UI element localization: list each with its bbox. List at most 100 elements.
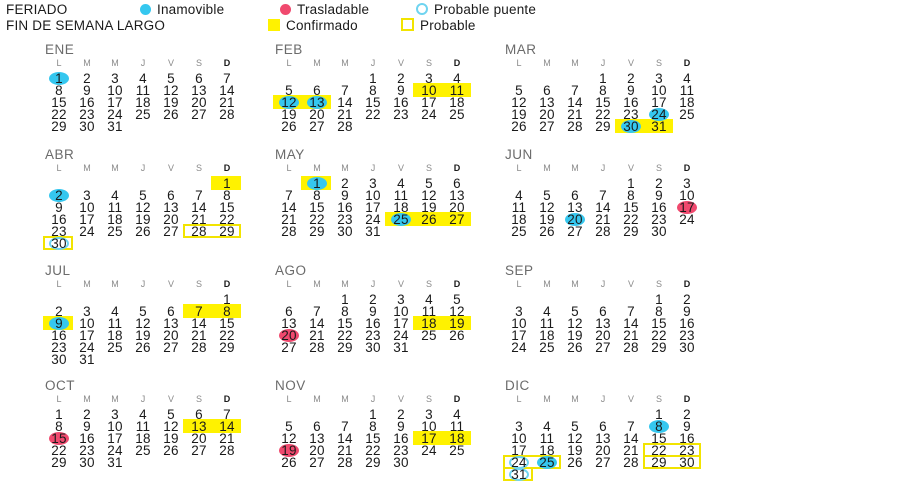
day-cell: 17 [365,200,381,215]
day-cell: 25 [107,224,123,239]
day-cell: 16 [679,316,695,331]
holiday-probable-puente-marker [509,468,529,481]
holiday-inamovible-marker [621,120,641,133]
day-cell: 2 [83,71,91,86]
day-cell: 15 [365,431,381,446]
weekday-header: L [286,163,292,173]
day-cell: 12 [567,316,583,331]
day-cell: 12 [421,188,437,203]
day-cell: 23 [623,107,639,122]
day-cell: 3 [83,188,91,203]
legend-confirmado: Confirmado [268,17,358,35]
day-cell: 16 [679,431,695,446]
weekday-header: D [683,58,691,68]
day-cell: 5 [571,304,579,319]
month-may: MAY L M M J V S D 1 2 3 4 5 6 7 8 9 10 11 12 13 14 15 16 17 18 19 2… [275,147,475,257]
weekday-header: D [223,58,231,68]
day-cell: 7 [341,419,349,434]
month-mar: MAR L M M J V S D 1 2 3 4 5 6 7 8 9 10 11 12 13 14 15 16 17 18 19 2… [505,42,705,152]
day-cell: 4 [683,71,691,86]
day-cell: 9 [55,200,63,215]
day-cell: 21 [595,212,611,227]
day-cell: 17 [511,328,527,343]
month-title: JUN [505,147,533,162]
day-cell: 10 [511,431,527,446]
day-cell: 3 [83,304,91,319]
day-cell: 12 [511,95,527,110]
weekday-header: S [655,58,662,68]
legend-trasladable: Trasladable [280,1,369,19]
day-cell: 6 [543,83,551,98]
day-cell: 25 [135,107,151,122]
day-cell: 27 [595,455,611,470]
day-cell: 10 [511,316,527,331]
day-cell: 15 [337,316,353,331]
day-cell: 8 [223,304,231,319]
trasladable-dot-icon [280,4,291,15]
day-cell: 22 [337,328,353,343]
day-cell: 21 [219,95,235,110]
day-cell: 18 [135,431,151,446]
day-cell: 1 [369,71,377,86]
day-cell: 6 [195,71,203,86]
weekday-header: V [167,58,174,68]
day-cell: 13 [449,188,465,203]
day-cell: 19 [135,328,151,343]
weekday-header: V [627,394,634,404]
day-cell: 1 [223,176,231,191]
day-cell: 24 [679,212,695,227]
day-cell: 11 [449,419,465,434]
weekday-header: J [600,163,606,173]
day-cell: 14 [337,95,353,110]
weekday-header: V [397,394,404,404]
weekday-header: M [341,58,349,68]
weekday-header: S [655,163,662,173]
day-cell: 18 [511,212,527,227]
day-cell: 28 [191,224,207,239]
day-cell: 29 [337,340,353,355]
day-cell: 18 [449,431,465,446]
weekday-header: M [543,163,551,173]
day-cell: 17 [679,200,695,215]
day-cell: 24 [421,107,437,122]
weekday-header: J [370,58,376,68]
day-cell: 4 [111,188,119,203]
day-cell: 22 [219,212,235,227]
day-cell: 12 [135,200,151,215]
day-cell: 25 [449,107,465,122]
day-cell: 1 [55,407,63,422]
day-cell: 21 [191,328,207,343]
day-cell: 20 [595,443,611,458]
day-cell: 15 [595,95,611,110]
day-cell: 12 [539,200,555,215]
weekday-header: L [56,163,62,173]
weekday-header: S [425,58,432,68]
weekday-header: V [397,58,404,68]
day-cell: 4 [515,188,523,203]
day-cell: 26 [567,455,583,470]
month-feb: FEB L M M J V S D 1 2 3 4 5 6 7 8 9 10 11 12 13 14 15 16 17 18 19 2… [273,42,475,152]
day-cell: 15 [651,316,667,331]
day-cell: 2 [397,407,405,422]
day-cell: 26 [163,443,179,458]
day-cell: 7 [341,83,349,98]
day-cell: 12 [567,431,583,446]
day-cell: 17 [107,431,123,446]
day-cell: 8 [341,304,349,319]
day-cell: 25 [393,212,409,227]
day-cell: 1 [341,292,349,307]
weekday-header: L [516,58,522,68]
day-cell: 6 [313,419,321,434]
day-cell: 15 [219,316,235,331]
day-cell: 3 [515,304,523,319]
day-cell: 31 [651,119,667,134]
day-cell: 9 [397,83,405,98]
day-cell: 19 [449,316,465,331]
weekday-header: J [140,58,146,68]
day-cell: 27 [281,340,297,355]
long-weekend-confirmed [211,176,241,190]
day-cell: 24 [421,443,437,458]
day-cell: 9 [83,419,91,434]
day-cell: 3 [515,419,523,434]
day-cell: 2 [655,176,663,191]
